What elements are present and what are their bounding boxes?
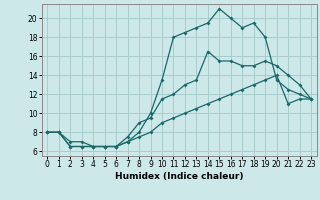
- X-axis label: Humidex (Indice chaleur): Humidex (Indice chaleur): [115, 172, 244, 181]
